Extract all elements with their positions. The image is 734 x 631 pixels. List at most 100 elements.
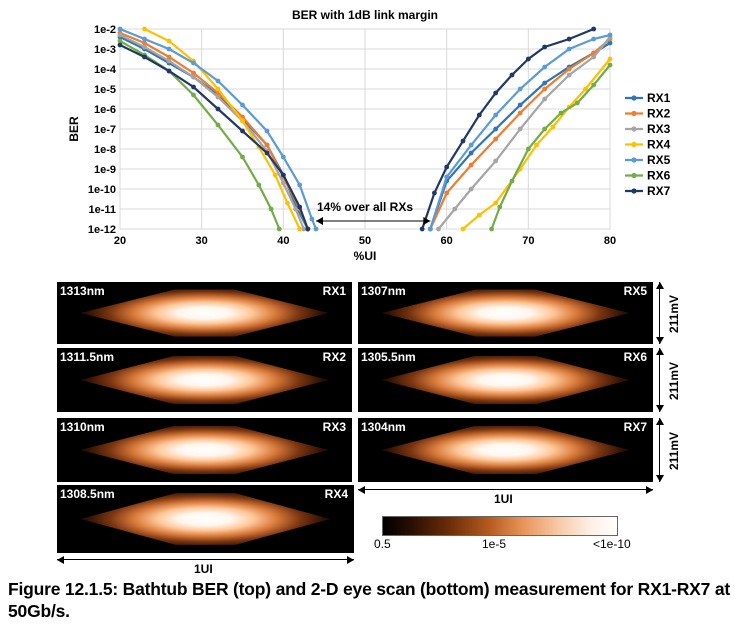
series-point-rx7 <box>280 172 286 178</box>
series-point-rx3 <box>468 186 474 192</box>
eye-rx3: 1310nm RX3 <box>57 418 352 482</box>
series-line-rx7 <box>119 44 309 230</box>
eye-rx-label: RX2 <box>322 350 346 364</box>
legend-label-rx5: RX5 <box>647 153 671 167</box>
x-tick-label: 50 <box>359 235 371 247</box>
series-point-rx6 <box>117 38 123 44</box>
eye-wavelength: 1310nm <box>60 420 105 434</box>
eye-rx-label: RX6 <box>623 350 647 364</box>
series-point-rx3 <box>191 74 196 80</box>
annotation-arrowhead-left <box>316 217 323 225</box>
y-axis-label: BER <box>67 116 81 142</box>
series-point-rx2 <box>264 142 270 148</box>
y-tick-label: 1e-4 <box>94 64 117 76</box>
legend-label-rx6: RX6 <box>647 169 671 183</box>
y-tick-label: 1e-7 <box>94 124 116 136</box>
series-point-rx7 <box>591 26 597 32</box>
series-point-rx7 <box>191 84 196 90</box>
series-point-rx7 <box>305 226 311 232</box>
series-point-rx6 <box>509 178 515 184</box>
legend-marker-rx2 <box>631 110 637 117</box>
series-point-rx6 <box>525 146 531 152</box>
series-point-rx4 <box>460 226 466 232</box>
series-point-rx5 <box>313 226 319 232</box>
series-point-rx7 <box>542 44 548 50</box>
series-point-rx6 <box>542 126 548 132</box>
series-point-rx4 <box>493 200 499 206</box>
y-tick-label: 1e-12 <box>88 224 116 236</box>
series-point-rx3 <box>591 54 597 60</box>
series-point-rx5 <box>591 36 597 42</box>
series-point-rx5 <box>309 216 315 222</box>
y-tick-label: 1e-8 <box>94 144 116 156</box>
series-point-rx3 <box>436 226 441 232</box>
series-point-rx3 <box>566 72 572 78</box>
eye-heatmap <box>80 425 329 475</box>
eye-heatmap <box>80 289 329 337</box>
eye-heatmap <box>80 493 331 545</box>
x-tick-label: 40 <box>277 235 289 247</box>
series-point-rx4 <box>215 86 221 92</box>
legend-marker-rx3 <box>631 126 637 132</box>
eye-heatmap <box>80 355 329 405</box>
legend-marker-rx1 <box>631 95 637 101</box>
series-line-rx3 <box>119 34 305 230</box>
series-point-rx3 <box>166 58 172 64</box>
series-point-rx4 <box>166 38 172 44</box>
series-point-rx2 <box>191 70 196 76</box>
series-point-rx3 <box>452 206 458 212</box>
legend-marker-rx6 <box>631 172 637 179</box>
voltage-arrow-1 <box>656 282 664 344</box>
series-point-rx4 <box>476 212 482 218</box>
series-point-rx7 <box>444 164 450 170</box>
legend-label-rx3: RX3 <box>647 122 671 136</box>
series-point-rx5 <box>607 32 613 38</box>
series-point-rx7 <box>432 190 437 196</box>
series-point-rx5 <box>444 174 450 180</box>
series-point-rx6 <box>591 82 597 88</box>
y-tick-label: 1e-6 <box>94 104 116 116</box>
series-point-rx7 <box>142 54 147 60</box>
series-point-rx6 <box>268 206 274 212</box>
series-point-rx7 <box>460 138 466 144</box>
legend-label-rx1: RX1 <box>647 91 671 105</box>
eye-rx6: 1305.5nm RX6 <box>358 348 653 412</box>
series-point-rx2 <box>542 86 548 92</box>
series-point-rx7 <box>566 36 572 42</box>
series-point-rx2 <box>166 54 172 60</box>
eye-heatmap <box>381 425 630 475</box>
voltage-label-2: 211mV <box>667 361 681 400</box>
legend-label-rx2: RX2 <box>647 107 671 121</box>
x-tick-label: 20 <box>114 235 126 247</box>
figure-caption: Figure 12.1.5: Bathtub BER (top) and 2-D… <box>8 579 731 621</box>
ui-arrow-left <box>57 556 354 564</box>
eye-rx-label: RX5 <box>623 284 647 298</box>
series-point-rx7 <box>493 90 499 96</box>
eye-wavelength: 1305.5nm <box>361 350 416 364</box>
series-point-rx4 <box>285 200 290 206</box>
ui-label-left: 1UI <box>194 562 213 576</box>
series-point-rx1 <box>493 126 499 132</box>
series-point-rx7 <box>117 42 123 48</box>
colorbar <box>382 516 618 536</box>
eye-wavelength: 1304nm <box>361 420 406 434</box>
series-point-rx6 <box>191 92 196 98</box>
eye-wavelength: 1308.5nm <box>60 487 115 501</box>
series-point-rx7 <box>297 204 303 210</box>
series-point-rx6 <box>256 182 262 188</box>
series-point-rx5 <box>166 46 172 52</box>
series-point-rx1 <box>542 80 548 86</box>
series-point-rx4 <box>550 124 556 130</box>
series-point-rx3 <box>493 158 499 164</box>
series-point-rx4 <box>297 226 303 232</box>
y-tick-label: 1e-10 <box>88 184 116 196</box>
series-point-rx4 <box>534 142 539 148</box>
series-point-rx4 <box>583 86 588 92</box>
legend-marker-rx7 <box>631 188 637 194</box>
eye-rx5: 1307nm RX5 <box>358 282 653 344</box>
series-point-rx4 <box>142 26 147 32</box>
series-point-rx4 <box>272 172 278 178</box>
y-tick-label: 1e-9 <box>94 164 116 176</box>
series-point-rx7 <box>166 68 172 74</box>
